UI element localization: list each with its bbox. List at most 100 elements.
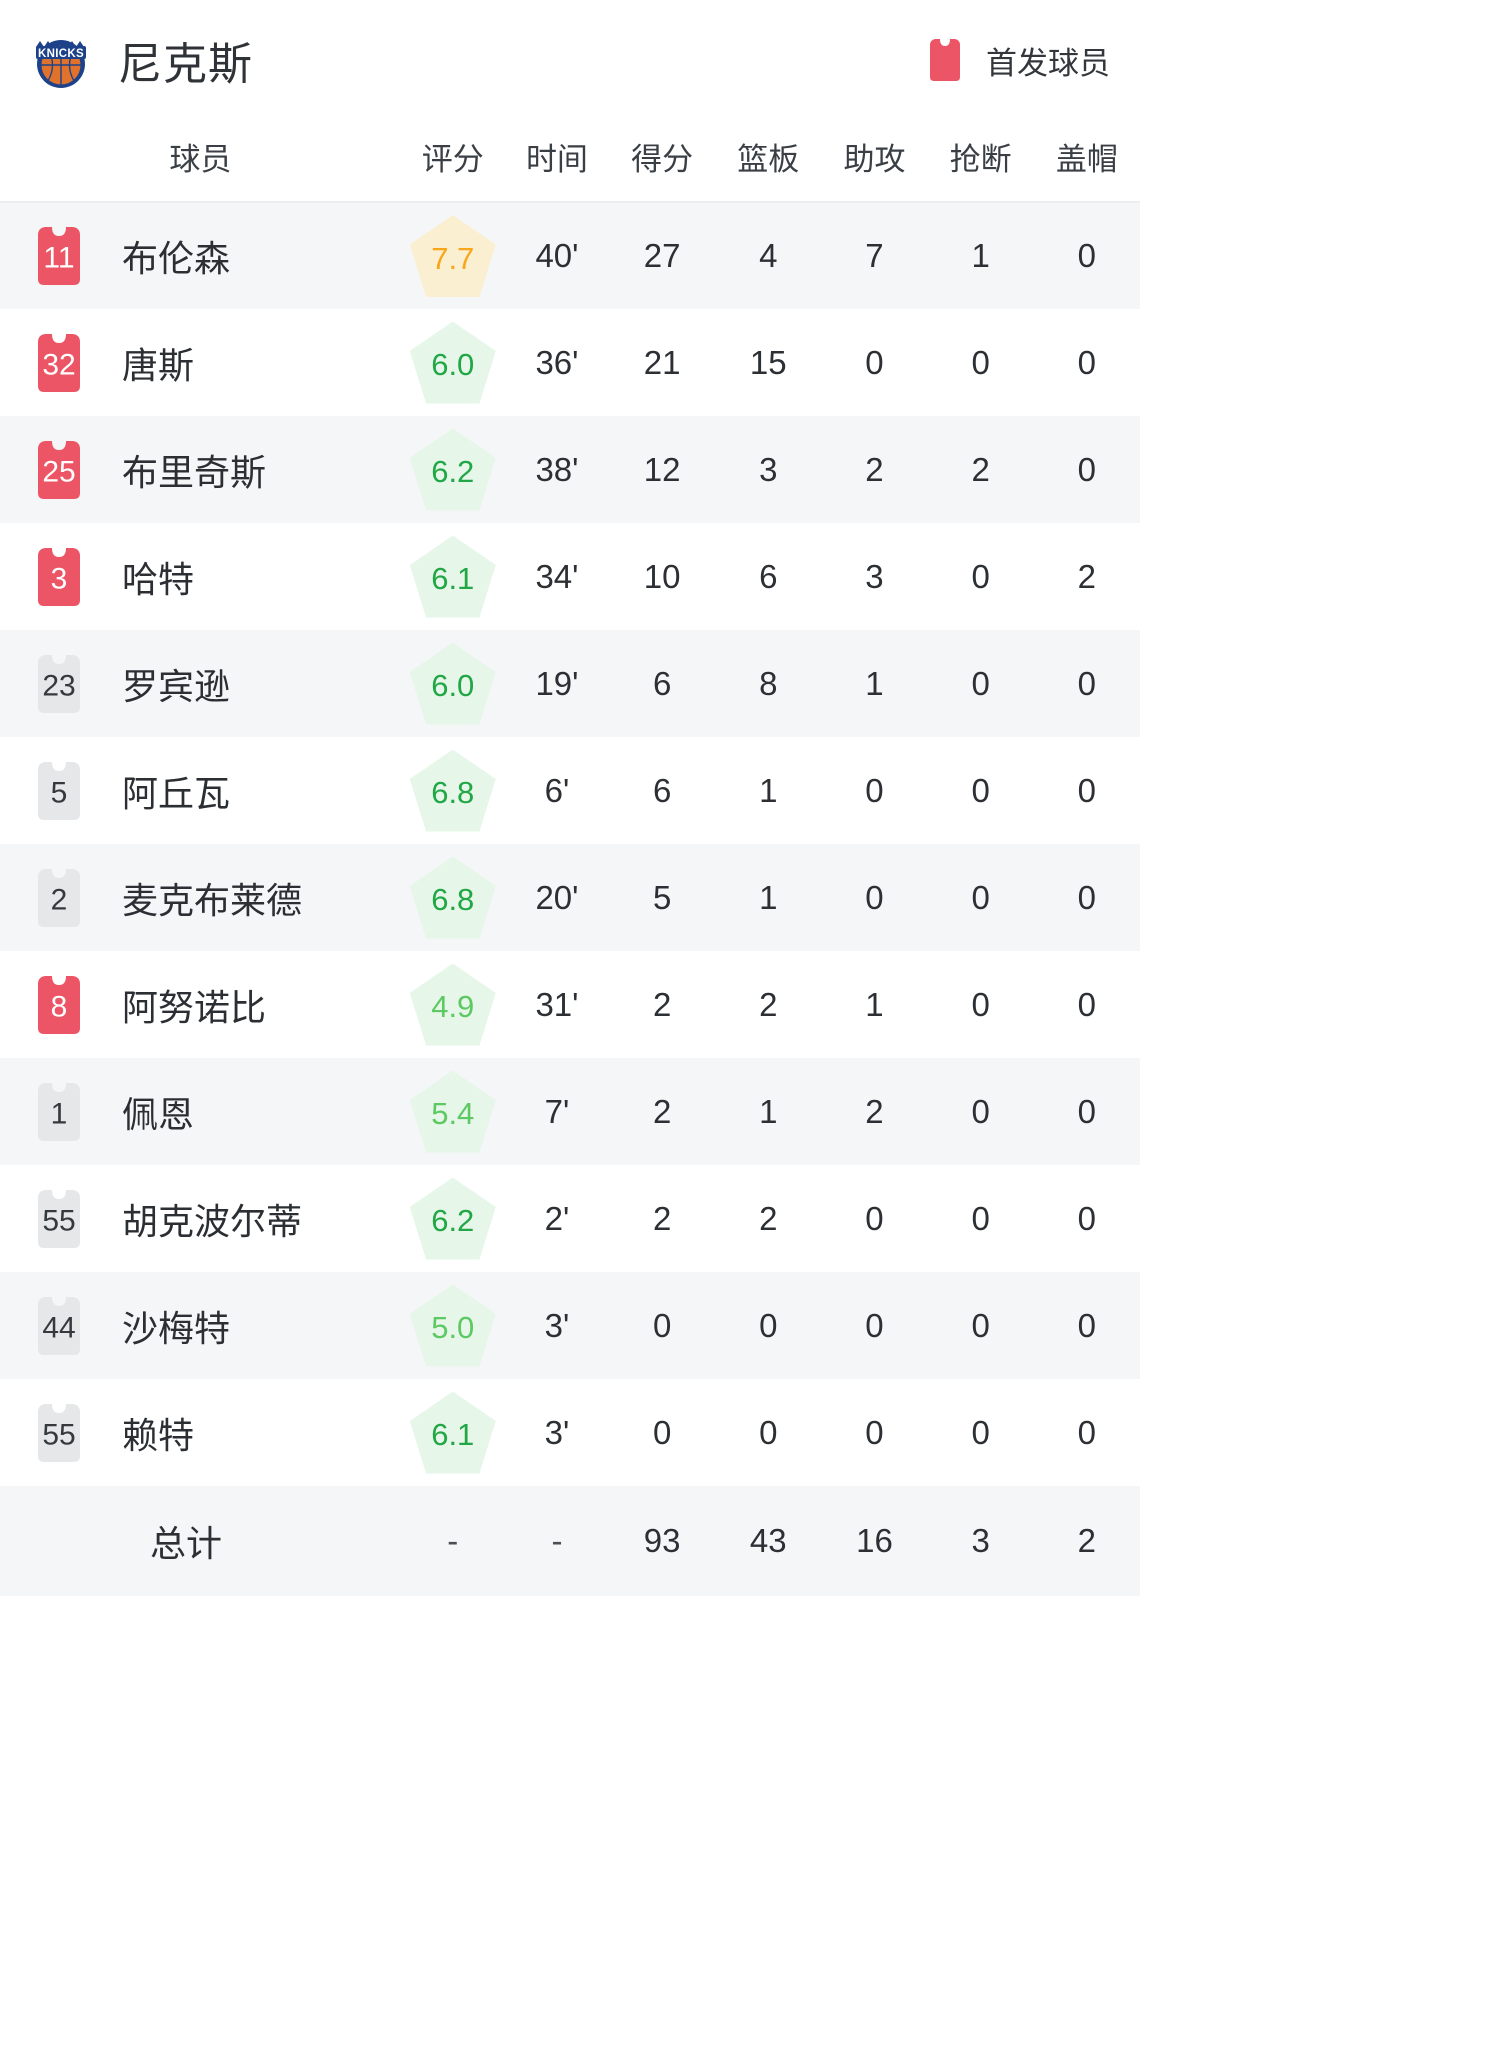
player-name: 麦克布莱德 — [122, 879, 303, 921]
points-cell: 6 — [652, 771, 672, 809]
points-cell: 10 — [643, 557, 681, 595]
table-row[interactable]: 3 哈特 6.1 34' 10 6 3 0 2 — [0, 523, 1140, 630]
blocks-cell: 2 — [1077, 557, 1097, 595]
table-row[interactable]: 32 唐斯 6.0 36' 21 15 0 0 0 — [0, 309, 1140, 416]
player-cell[interactable]: 11 布伦森 — [0, 202, 401, 309]
assists-cell: 0 — [865, 771, 884, 809]
jersey-number: 8 — [50, 989, 68, 1023]
jersey-icon: 25 — [30, 438, 88, 502]
blocks-cell: 0 — [1077, 771, 1097, 809]
steals-cell: 0 — [971, 985, 990, 1023]
table-row[interactable]: 2 麦克布莱德 6.8 20' 5 1 0 0 0 — [0, 844, 1140, 951]
col-header-player[interactable]: 球员 — [169, 142, 232, 177]
player-cell[interactable]: 2 麦克布莱德 — [0, 844, 401, 951]
player-cell[interactable]: 23 罗宾逊 — [0, 630, 401, 737]
blocks-cell: 0 — [1077, 878, 1097, 916]
points-cell: 2 — [652, 1199, 672, 1237]
table-row[interactable]: 25 布里奇斯 6.2 38' 12 3 2 2 0 — [0, 416, 1140, 523]
assists-cell: 2 — [865, 1092, 884, 1130]
table-row[interactable]: 23 罗宾逊 6.0 19' 6 8 1 0 0 — [0, 630, 1140, 737]
minutes-cell: 31' — [535, 985, 579, 1023]
steals-cell: 0 — [971, 1413, 990, 1451]
rating-value: 6.8 — [431, 882, 475, 917]
player-cell[interactable]: 32 唐斯 — [0, 309, 401, 416]
jersey-icon: 1 — [30, 1080, 88, 1144]
minutes-cell: 34' — [535, 557, 579, 595]
table-row[interactable]: 11 布伦森 7.7 40' 27 4 7 1 0 — [0, 202, 1140, 309]
player-name: 胡克波尔蒂 — [122, 1200, 303, 1242]
player-cell[interactable]: 8 阿努诺比 — [0, 951, 401, 1058]
blocks-cell: 0 — [1077, 1199, 1097, 1237]
rebounds-cell: 0 — [759, 1413, 778, 1451]
player-cell[interactable]: 3 哈特 — [0, 523, 401, 630]
rating-value: 6.2 — [431, 454, 475, 489]
col-header-steals[interactable]: 抢断 — [949, 142, 1012, 177]
col-header-points[interactable]: 得分 — [631, 142, 694, 177]
rating-badge: 7.7 — [409, 215, 496, 297]
rating-badge: 6.1 — [409, 1391, 496, 1474]
minutes-cell: 38' — [535, 450, 579, 488]
blocks-cell: 0 — [1077, 664, 1097, 702]
totals-steals: 3 — [971, 1522, 990, 1559]
assists-cell: 2 — [865, 450, 884, 488]
rating-cell: 6.0 — [401, 630, 505, 737]
player-cell[interactable]: 55 赖特 — [0, 1379, 401, 1486]
table-row[interactable]: 55 胡克波尔蒂 6.2 2' 2 2 0 0 0 — [0, 1165, 1140, 1272]
rating-cell: 6.8 — [401, 844, 505, 951]
blocks-cell: 0 — [1077, 1413, 1097, 1451]
player-cell[interactable]: 55 胡克波尔蒂 — [0, 1165, 401, 1272]
assists-cell: 0 — [865, 1413, 884, 1451]
table-row[interactable]: 1 佩恩 5.4 7' 2 1 2 0 0 — [0, 1058, 1140, 1165]
points-cell: 2 — [652, 1092, 672, 1130]
points-cell: 0 — [652, 1413, 672, 1451]
table-row[interactable]: 5 阿丘瓦 6.8 6' 6 1 0 0 0 — [0, 737, 1140, 844]
rebounds-cell: 3 — [759, 450, 778, 488]
steals-cell: 0 — [971, 664, 990, 702]
minutes-cell: 6' — [544, 771, 570, 809]
minutes-cell: 36' — [535, 343, 579, 381]
player-name: 阿丘瓦 — [122, 772, 231, 814]
table-row[interactable]: 44 沙梅特 5.0 3' 0 0 0 0 0 — [0, 1272, 1140, 1379]
blocks-cell: 0 — [1077, 450, 1097, 488]
blocks-cell: 0 — [1077, 1092, 1097, 1130]
blocks-cell: 0 — [1077, 985, 1097, 1023]
jersey-number: 3 — [50, 561, 68, 595]
totals-assists: 16 — [856, 1522, 893, 1559]
col-header-assists[interactable]: 助攻 — [843, 142, 906, 177]
jersey-number: 55 — [42, 1417, 76, 1451]
player-cell[interactable]: 25 布里奇斯 — [0, 416, 401, 523]
steals-cell: 0 — [971, 771, 990, 809]
steals-cell: 0 — [971, 878, 990, 916]
rebounds-cell: 15 — [749, 343, 787, 381]
col-header-rating[interactable]: 评分 — [421, 142, 484, 177]
rating-value: 7.7 — [431, 240, 475, 276]
blocks-cell: 0 — [1077, 343, 1097, 381]
col-header-time[interactable]: 时间 — [525, 142, 588, 177]
player-name: 哈特 — [122, 558, 195, 600]
rebounds-cell: 2 — [759, 1199, 778, 1237]
player-name: 赖特 — [122, 1414, 195, 1456]
rating-badge: 6.2 — [409, 428, 496, 511]
player-cell[interactable]: 1 佩恩 — [0, 1058, 401, 1165]
minutes-cell: 40' — [535, 237, 579, 274]
rebounds-cell: 0 — [759, 1306, 778, 1344]
rating-badge: 5.4 — [409, 1070, 496, 1153]
col-header-blocks[interactable]: 盖帽 — [1055, 142, 1118, 177]
player-cell[interactable]: 5 阿丘瓦 — [0, 737, 401, 844]
player-cell[interactable]: 44 沙梅特 — [0, 1272, 401, 1379]
minutes-cell: 3' — [544, 1413, 570, 1451]
rebounds-cell: 6 — [759, 557, 778, 595]
player-name: 布里奇斯 — [122, 451, 267, 493]
player-name: 唐斯 — [122, 344, 195, 386]
minutes-cell: 20' — [535, 878, 579, 916]
steals-cell: 0 — [971, 343, 990, 381]
team-identity[interactable]: KNICKS 尼克斯 — [30, 28, 253, 92]
rating-value: 5.0 — [431, 1310, 475, 1345]
table-row[interactable]: 8 阿努诺比 4.9 31' 2 2 1 0 0 — [0, 951, 1140, 1058]
table-body: 11 布伦森 7.7 40' 27 4 7 1 0 32 唐斯 6.0 36' 21 15 0 0 0 25 布里奇斯… — [0, 202, 1140, 1596]
rating-value: 6.1 — [431, 1417, 475, 1452]
col-header-rebounds[interactable]: 篮板 — [737, 142, 800, 177]
table-row[interactable]: 55 赖特 6.1 3' 0 0 0 0 0 — [0, 1379, 1140, 1486]
totals-rebounds: 43 — [749, 1522, 787, 1559]
rating-value: 6.0 — [431, 347, 475, 382]
